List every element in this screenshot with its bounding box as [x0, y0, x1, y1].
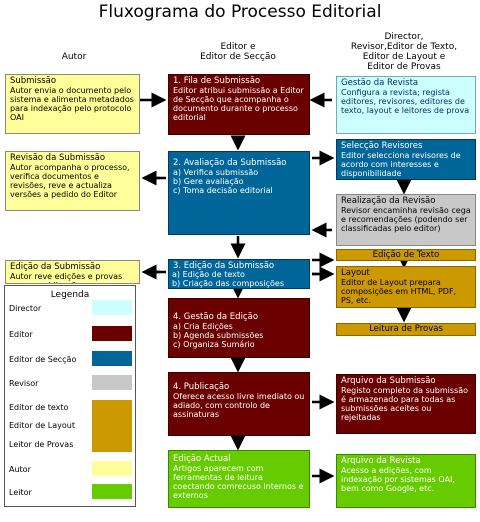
box-title: 1. Fila de Submissão — [173, 76, 261, 86]
box-edicao-submissao: 3. Edição da Submissão — [168, 259, 310, 289]
column-header-editor-line: Editor de Secção — [200, 52, 276, 62]
legend-label-editor-layout: Editor de Layout — [9, 421, 75, 430]
box-realizacao-revisao: Realização da Revisão Revisor encaminha … — [336, 194, 476, 246]
legend-label-autor: Autor — [9, 465, 31, 474]
legend-swatch-revisor — [92, 375, 132, 390]
box-title: Arquivo da Submissão — [341, 376, 436, 386]
column-header-director-line: Editor de Layout e — [362, 52, 446, 62]
box-body: Editor de Layout prepara composições em … — [341, 278, 457, 305]
box-layout: Layout Editor de Layout prepara composiç… — [336, 266, 476, 308]
box-title: Layout — [341, 268, 370, 278]
box-item: c) Leitura de provas — [172, 288, 306, 289]
column-header-director-line: Director, — [384, 32, 424, 42]
box-gestao-revista: Gestão da Revista Configura a revista; r… — [336, 76, 476, 134]
box-item: a) Cria Edições — [173, 322, 233, 331]
box-arquivo-submissao: Arquivo da Submissão Registo completo da… — [336, 374, 476, 434]
box-title: Submissão — [10, 76, 57, 86]
column-header-director: Director, Revisor,Editor de Texto, Edito… — [330, 32, 478, 72]
box-title: Selecção Revisores — [341, 141, 423, 151]
box-revisao-submissao: Revisão da Submissão Autor acompanha o p… — [5, 151, 140, 211]
box-title: Leitura de Provas — [369, 324, 443, 334]
legend-label-leitor-provas: Leitor de Provas — [9, 440, 74, 449]
box-item: c) Toma decisão editorial — [173, 186, 273, 195]
legend-label-revisor: Revisor — [9, 379, 39, 388]
column-header-editor: Editor e Editor de Secção — [168, 42, 308, 62]
box-publicacao: 4. Publicação Oferece acesso livre imedi… — [168, 372, 310, 436]
legend-swatch-editor — [92, 326, 132, 341]
box-item: b) Gere avaliação — [173, 177, 244, 186]
box-leitura-provas: Leitura de Provas — [336, 323, 476, 336]
box-item: a) Edição de texto — [172, 270, 245, 279]
box-body: Editor atribui submissão a Editor de Sec… — [173, 86, 304, 122]
box-title: Edição da Submissão — [10, 262, 101, 272]
box-fila-submissao: 1. Fila de Submissão Editor atribui subm… — [168, 74, 310, 135]
box-title: 2. Avaliação da Submissão — [173, 158, 287, 168]
box-arquivo-revista: Arquivo da Revista Acesso a edições, com… — [336, 454, 476, 508]
legend-swatch-autor — [92, 461, 132, 476]
legend-label-editor-texto: Editor de texto — [9, 403, 69, 412]
legend-label-leitor: Leitor — [9, 488, 32, 497]
legend-label-editor: Editor — [9, 330, 33, 339]
column-header-editor-line: Editor e — [220, 42, 256, 52]
box-title: 3. Edição da Submissão — [173, 261, 275, 271]
box-title: Edição de Texto — [372, 250, 440, 260]
legend-title: Legenda — [50, 290, 90, 300]
box-body: Registo completo da submissão é armazena… — [341, 386, 469, 422]
legend-label-seccao: Editor de Secção — [9, 355, 77, 364]
box-item: a) Verifica submissão — [173, 168, 259, 177]
box-edicao-submissao-autor: Edição da Submissão Autor reve edições e… — [5, 260, 140, 284]
column-header-director-line: Revisor,Editor de Texto, — [350, 42, 458, 52]
legend-swatch-leitor — [92, 484, 132, 499]
column-header-autor: Autor — [61, 52, 87, 62]
box-item: c) Organiza Sumário — [173, 340, 255, 349]
legend-swatch-director — [92, 300, 132, 315]
box-body: Autor reve edições e provas para a publi… — [10, 272, 123, 283]
box-title: Arquivo da Revista — [341, 456, 421, 466]
box-body: Editor selecciona revisores de acordo co… — [341, 151, 461, 178]
box-body: Autor envia o documento pelo sistema e a… — [10, 86, 134, 122]
box-body: Oferece acesso livre imediato ou adiado,… — [173, 392, 305, 419]
column-header-director-line: Editor de Provas — [367, 62, 441, 72]
box-seleccao-revisores: Selecção Revisores Editor selecciona rev… — [336, 139, 476, 180]
box-gestao-edicao: 4. Gestão da Edição a) Cria Edições b) A… — [168, 298, 310, 358]
legend-swatch-seccao — [92, 351, 132, 366]
legend-label-director: Director — [9, 304, 42, 313]
box-body: Artigos aparecem com ferramentas de leit… — [173, 464, 304, 500]
box-title: Edição Actual — [173, 454, 231, 464]
box-body: Autor acompanha o processo, verifica doc… — [10, 163, 130, 199]
legend-swatch-layout — [92, 400, 132, 452]
box-title: 4. Publicação — [173, 382, 230, 392]
box-avaliacao-submissao: 2. Avaliação da Submissão a) Verifica su… — [168, 151, 310, 235]
box-body: Revisor encaminha revisão cega e recomen… — [341, 206, 471, 233]
box-item: b) Agenda submissões — [173, 331, 264, 340]
box-title: Gestão da Revista — [341, 78, 419, 88]
box-title: 4. Gestão da Edição — [173, 312, 259, 322]
box-item: b) Criação das composições — [172, 279, 285, 288]
box-title: Revisão da Submissão — [10, 153, 106, 163]
page-title: Fluxograma do Processo Editorial — [98, 2, 382, 22]
box-edicao-submissao-items: a) Edição de texto b) Criação das compos… — [168, 259, 310, 289]
box-body: Configura a revista; regista editores, r… — [341, 88, 470, 115]
box-submissao: Submissão Autor envia o documento pelo s… — [5, 74, 140, 134]
box-edicao-texto: Edição de Texto — [336, 249, 476, 261]
box-edicao-actual: Edição Actual Artigos aparecem com ferra… — [168, 450, 310, 508]
box-body: Acesso a edições, com indexação por sist… — [341, 466, 455, 493]
box-title: Realização da Revisão — [341, 196, 436, 206]
